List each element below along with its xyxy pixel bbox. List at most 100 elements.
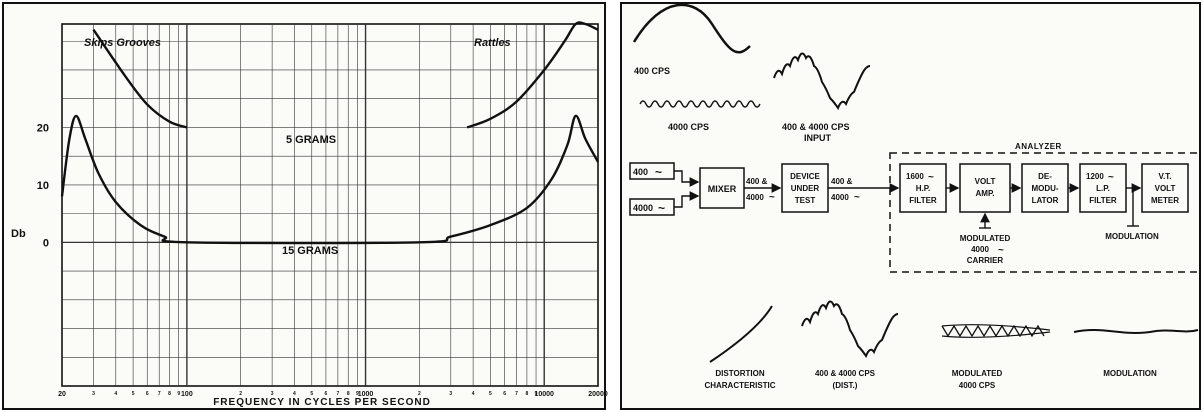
- modulated-wave-icon: [941, 324, 1051, 338]
- y-tick-label: 20: [37, 122, 49, 134]
- minor-tick-label: 3: [271, 391, 274, 397]
- annotation-skips-grooves: Skips Grooves: [84, 37, 161, 49]
- minor-tick-label: 8: [526, 391, 529, 397]
- minor-tick-label: 4: [114, 391, 117, 397]
- carrier-line2: 4000: [971, 245, 989, 254]
- distortion-curve-icon: [709, 305, 773, 363]
- vt-volt-meter-block: V.T. VOLT METER: [1141, 163, 1189, 213]
- minor-tick-label: 7: [336, 391, 339, 397]
- y-axis-label: Db: [11, 228, 26, 240]
- minor-tick-label: 9: [535, 391, 538, 397]
- y-tick-label: 0: [43, 237, 49, 249]
- link-label-a1: 400 &: [746, 177, 768, 186]
- series-line-5-grams: [92, 29, 188, 129]
- x-tick-label: 20000: [588, 391, 608, 398]
- svg-text:UNDER: UNDER: [791, 184, 820, 193]
- wave-glyph-icon: ~: [769, 192, 775, 203]
- minor-tick-label: 4: [293, 391, 296, 397]
- y-tick-label: 10: [37, 180, 49, 192]
- wave-glyph-icon: ~: [854, 192, 860, 203]
- minor-tick-label: 9: [356, 391, 359, 397]
- wave-glyph-icon: ~: [928, 172, 934, 183]
- annotation-rattles: Rattles: [474, 37, 511, 49]
- minor-tick-label: 5: [489, 391, 492, 397]
- modulation-output-label: MODULATION: [1105, 232, 1159, 241]
- minor-tick-label: 5: [132, 391, 135, 397]
- label-mod4000-line1: MODULATED: [952, 369, 1003, 378]
- minor-tick-label: 8: [347, 391, 350, 397]
- label-400-cps: 400 CPS: [634, 66, 670, 76]
- link-label-b2: 4000: [831, 193, 849, 202]
- combined-wave-input-icon: [773, 52, 871, 111]
- lp-filter-block: 1200 ~ L.P. FILTER: [1079, 163, 1127, 213]
- label-dist-line2: (DIST.): [833, 381, 858, 390]
- svg-text:VOLT: VOLT: [975, 177, 996, 186]
- wave-glyph-icon: ~: [658, 201, 665, 215]
- x-axis-label: FREQUENCY IN CYCLES PER SECOND: [213, 397, 431, 408]
- wave-glyph-icon: ~: [998, 245, 1004, 256]
- label-input-line2: INPUT: [804, 133, 832, 143]
- source-400: 400 ~: [629, 162, 675, 180]
- diagram-canvas: 400 CPS 4000 CPS 400 & 4000 CPS INPUT 40…: [629, 4, 1201, 390]
- label-dist-line1: 400 & 4000 CPS: [815, 369, 876, 378]
- svg-text:FILTER: FILTER: [1089, 196, 1117, 205]
- svg-text:V.T.: V.T.: [1158, 172, 1171, 181]
- minor-tick-label: 2: [239, 391, 242, 397]
- svg-text:400: 400: [633, 167, 648, 177]
- frequency-response-chart: 3 4 5 6 7 8 9 2 3 4 5 6 7 8 9 2 3 4 5 6 7 8 9 20 100 1000 10000 200…: [2, 2, 608, 410]
- svg-text:4000: 4000: [633, 203, 653, 213]
- mixer-block: MIXER: [699, 167, 745, 209]
- svg-text:DEVICE: DEVICE: [790, 172, 820, 181]
- svg-text:METER: METER: [1151, 196, 1179, 205]
- x-tick-label: 20: [58, 391, 66, 398]
- minor-tick-label: 8: [168, 391, 171, 397]
- svg-text:DE-: DE-: [1038, 172, 1052, 181]
- label-4000-cps: 4000 CPS: [668, 122, 709, 132]
- analyzer-label: ANALYZER: [1015, 142, 1062, 151]
- minor-tick-label: 2: [418, 391, 421, 397]
- volt-amp-block: VOLT AMP.: [959, 163, 1011, 213]
- svg-text:LATOR: LATOR: [1032, 196, 1059, 205]
- label-mod4000-line2: 4000 CPS: [959, 381, 996, 390]
- chart-canvas: 3 4 5 6 7 8 9 2 3 4 5 6 7 8 9 2 3 4 5 6 7 8 920 100 1000 10000 200…: [11, 21, 608, 408]
- carrier-line3: CARRIER: [967, 256, 1004, 265]
- carrier-line1: MODULATED: [960, 234, 1011, 243]
- link-label-b1: 400 &: [831, 177, 853, 186]
- demodulator-block: DE- MODU- LATOR: [1021, 163, 1069, 213]
- svg-text:FILTER: FILTER: [909, 196, 937, 205]
- x-tick-label: 1000: [358, 391, 374, 398]
- minor-tick-label: 6: [146, 391, 149, 397]
- hp-filter-block: 1600 ~ H.P. FILTER: [899, 163, 947, 213]
- combined-wave-dist-icon: [801, 300, 899, 359]
- svg-text:MIXER: MIXER: [708, 184, 737, 194]
- minor-tick-label: 3: [449, 391, 452, 397]
- svg-text:MODU-: MODU-: [1031, 184, 1058, 193]
- wave-glyph-icon: ~: [1108, 172, 1114, 183]
- plot-frame: [61, 23, 599, 387]
- label-modulation: MODULATION: [1103, 369, 1157, 378]
- svg-text:TEST: TEST: [795, 196, 816, 205]
- link-label-a2: 4000: [746, 193, 764, 202]
- series-line-15-grams: [60, 114, 600, 245]
- minor-tick-label: 6: [503, 391, 506, 397]
- minor-tick-label: 7: [158, 391, 161, 397]
- minor-tick-label: 7: [515, 391, 518, 397]
- label-input-line1: 400 & 4000 CPS: [782, 122, 850, 132]
- minor-tick-label: 5: [310, 391, 313, 397]
- label-distortion-line1: DISTORTION: [715, 369, 764, 378]
- minor-tick-label: 9: [177, 391, 180, 397]
- analyzer-block-diagram: 400 CPS 4000 CPS 400 & 4000 CPS INPUT 40…: [620, 2, 1201, 410]
- analyzer-region: [889, 152, 1201, 273]
- minor-tick-label: 3: [92, 391, 95, 397]
- sine-4000-icon: [639, 100, 761, 108]
- svg-text:1600: 1600: [906, 172, 924, 181]
- sine-400-icon: [632, 4, 751, 54]
- svg-text:1200: 1200: [1086, 172, 1104, 181]
- svg-text:AMP.: AMP.: [976, 189, 995, 198]
- minor-tick-label: 4: [472, 391, 475, 397]
- minor-tick-label: 6: [325, 391, 328, 397]
- modulation-wave-icon: [1073, 329, 1199, 334]
- wave-glyph-icon: ~: [655, 165, 662, 179]
- series-label-15-grams: 15 GRAMS: [282, 245, 338, 257]
- label-distortion-line2: CHARACTERISTIC: [704, 381, 775, 390]
